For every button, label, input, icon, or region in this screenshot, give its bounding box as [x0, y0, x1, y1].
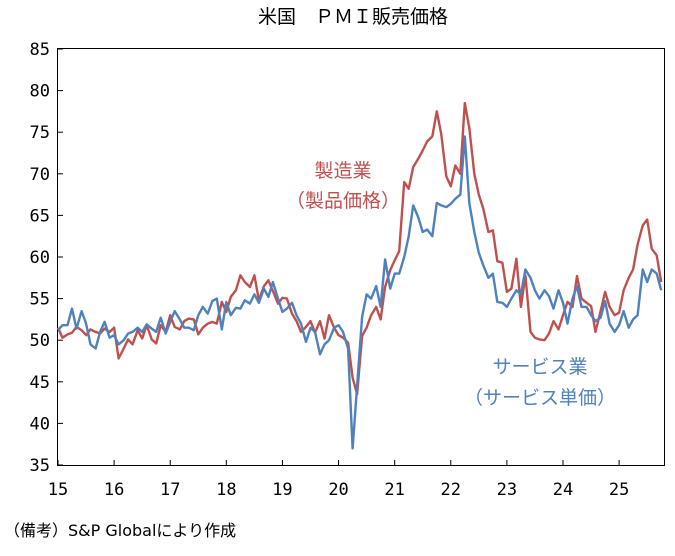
manufacturing-label-line2: （製品価格）	[286, 190, 400, 212]
manufacturing-label-line1: 製造業	[314, 160, 371, 182]
y-tick-label: 50	[30, 331, 50, 351]
x-tick-label: 16	[104, 480, 124, 500]
x-axis: 15 16 17 18 19 20 21 22 23 24 25	[48, 460, 629, 500]
y-axis: 35 40 45 50 55 60 65 70 75 80 85	[30, 40, 63, 476]
source-note: （備考）S&P Globalにより作成	[4, 521, 236, 540]
x-tick-label: 24	[553, 480, 573, 500]
x-tick-label: 21	[384, 480, 404, 500]
chart-title: 米国 ＰＭＩ販売価格	[258, 6, 448, 28]
x-tick-label: 23	[497, 480, 517, 500]
y-tick-label: 75	[30, 123, 50, 143]
x-tick-label: 25	[609, 480, 629, 500]
x-tick-label: 15	[48, 480, 68, 500]
x-tick-label: 19	[272, 480, 292, 500]
y-tick-label: 65	[30, 206, 50, 226]
y-tick-label: 35	[30, 456, 50, 476]
y-tick-label: 80	[30, 82, 50, 102]
x-tick-label: 20	[328, 480, 348, 500]
y-tick-label: 70	[30, 165, 50, 185]
y-tick-label: 45	[30, 373, 50, 393]
y-tick-label: 60	[30, 248, 50, 268]
series-lines	[56, 101, 663, 450]
services-label-line1: サービス業	[492, 356, 587, 378]
services-label-line2: （サービス単価）	[464, 387, 616, 409]
services-price-line	[57, 135, 663, 450]
y-tick-label: 85	[30, 40, 50, 60]
x-tick-label: 17	[160, 480, 180, 500]
plot-area	[57, 48, 665, 466]
y-tick-label: 40	[30, 414, 50, 434]
y-tick-label: 55	[30, 290, 50, 310]
x-tick-label: 22	[441, 480, 461, 500]
x-tick-label: 18	[216, 480, 236, 500]
